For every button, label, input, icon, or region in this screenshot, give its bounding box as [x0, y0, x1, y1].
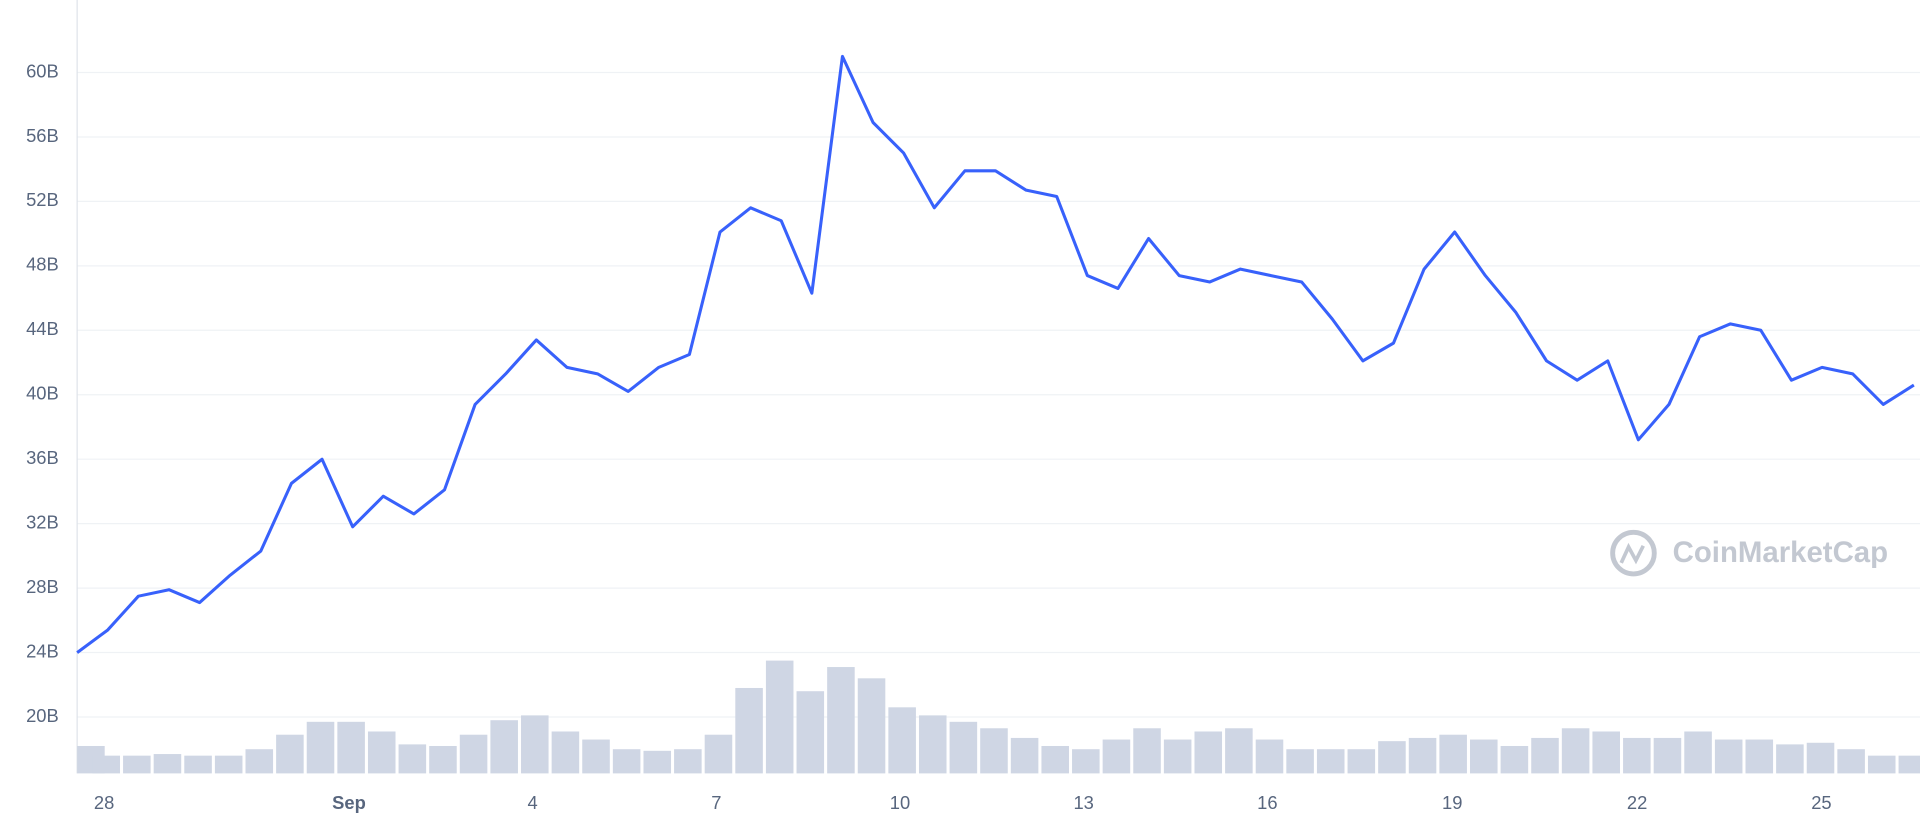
x-tick-label: 25 — [1811, 792, 1831, 813]
y-tick-label: 20B — [26, 705, 59, 726]
volume-bar — [1010, 737, 1039, 774]
volume-bar — [949, 721, 978, 774]
volume-bar — [704, 734, 733, 774]
volume-bar — [1378, 741, 1406, 774]
volume-bar — [1653, 737, 1682, 774]
y-tick-label: 60B — [26, 60, 59, 81]
volume-bar — [337, 721, 365, 774]
volume-bar — [1592, 731, 1620, 774]
volume-bar — [459, 734, 488, 774]
volume-bar — [1072, 749, 1100, 774]
volume-bar — [1623, 737, 1651, 774]
volume-bar — [1163, 739, 1192, 774]
y-tick-label: 32B — [26, 511, 59, 532]
volume-bar — [796, 691, 825, 774]
volume-bar — [551, 731, 580, 774]
volume-bar — [1898, 755, 1920, 774]
x-tick-label: 28 — [94, 792, 114, 813]
volume-bar — [1194, 731, 1223, 774]
volume-bar — [184, 755, 212, 774]
x-tick-label: 7 — [711, 792, 721, 813]
x-tick-label: 22 — [1627, 792, 1647, 813]
x-tick-label: 13 — [1073, 792, 1093, 813]
volume-bar — [1776, 744, 1804, 774]
y-tick-label: 24B — [26, 640, 59, 661]
volume-bar — [1286, 749, 1314, 774]
volume-bar — [1837, 749, 1865, 774]
volume-bar — [367, 731, 396, 774]
price-line — [76, 54, 1915, 654]
volume-bar — [306, 721, 335, 774]
volume-bar — [429, 745, 457, 774]
watermark-text: CoinMarketCap — [1673, 536, 1888, 569]
volume-bar — [1133, 728, 1161, 774]
volume-bar — [1470, 739, 1498, 774]
volume-bar — [1561, 728, 1590, 774]
volume-bar — [245, 749, 274, 774]
volume-bar — [92, 755, 120, 774]
y-tick-label: 28B — [26, 576, 59, 597]
volume-bar — [582, 739, 610, 774]
x-tick-label: 16 — [1257, 792, 1277, 813]
volume-bar — [827, 667, 855, 774]
volume-bar — [1684, 731, 1712, 774]
volume-bar — [674, 749, 702, 774]
volume-bar — [1806, 742, 1835, 774]
volume-bar — [1714, 739, 1743, 774]
y-tick-label: 40B — [26, 383, 59, 404]
volume-bar — [765, 660, 794, 774]
volume-bar — [1102, 739, 1131, 774]
y-tick-label: 48B — [26, 254, 59, 275]
volume-bar — [276, 734, 304, 774]
volume-bar — [1316, 749, 1345, 774]
watermark-logo — [1610, 529, 1657, 577]
volume-bar — [643, 750, 672, 774]
x-tick-label: 10 — [890, 792, 910, 813]
volume-bar — [857, 678, 886, 774]
volume-bar — [918, 715, 947, 774]
volume-bar — [1347, 749, 1376, 774]
x-tick-label: 4 — [528, 792, 538, 813]
watermark: CoinMarketCap — [1610, 529, 1888, 577]
y-tick-label: 44B — [26, 318, 59, 339]
volume-bar — [980, 728, 1008, 774]
volume-bar — [612, 749, 641, 774]
volume-bar — [888, 707, 916, 774]
volume-bar — [1041, 745, 1069, 774]
volume-bar — [1225, 728, 1253, 774]
volume-bar — [123, 755, 151, 774]
y-tick-label: 36B — [26, 447, 59, 468]
volume-bar — [1745, 739, 1774, 774]
y-tick-label: 52B — [26, 189, 59, 210]
volume-bar — [1500, 745, 1529, 774]
volume-bar — [1255, 739, 1284, 774]
x-tick-label: 19 — [1442, 792, 1462, 813]
volume-bar — [1408, 737, 1437, 774]
volume-bar — [214, 755, 243, 774]
x-tick-label: Sep — [332, 792, 366, 813]
volume-bar — [1439, 734, 1467, 774]
volume-bar — [398, 744, 427, 774]
watermark-logo-mark — [1619, 542, 1645, 565]
volume-bar — [735, 687, 763, 774]
volume-bar — [521, 715, 549, 774]
volume-bar — [490, 720, 518, 774]
volume-bar — [153, 754, 182, 774]
volume-bar — [1867, 755, 1896, 774]
volume-bar — [1531, 737, 1559, 774]
y-tick-label: 56B — [26, 125, 59, 146]
